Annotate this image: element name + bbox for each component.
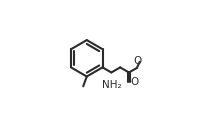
Text: NH₂: NH₂	[102, 80, 121, 90]
Text: O: O	[133, 56, 141, 66]
Text: O: O	[131, 77, 139, 87]
